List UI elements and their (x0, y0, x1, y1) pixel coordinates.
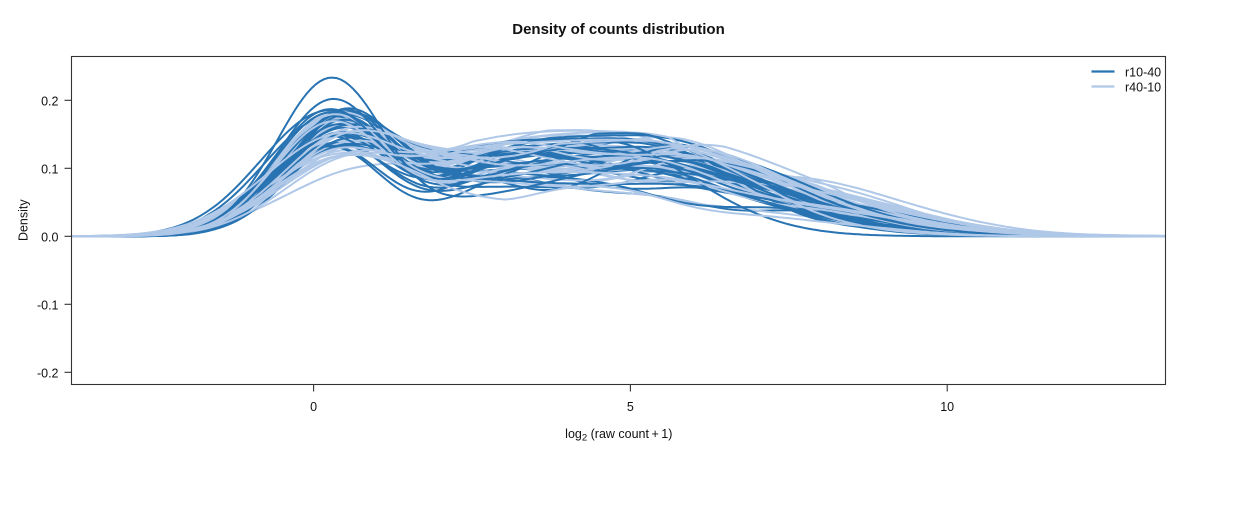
svg-text:0.1: 0.1 (41, 163, 58, 177)
svg-text:0.2: 0.2 (41, 95, 58, 109)
svg-text:Density of counts distribution: Density of counts distribution (512, 21, 725, 38)
svg-text:0.0: 0.0 (41, 231, 58, 245)
svg-text:Density: Density (17, 199, 31, 241)
svg-text:0: 0 (310, 400, 317, 414)
svg-text:r40-10: r40-10 (1125, 80, 1161, 94)
svg-text:-0.2: -0.2 (37, 367, 59, 381)
svg-text:log2 (raw count + 1): log2 (raw count + 1) (565, 427, 672, 444)
svg-text:-0.1: -0.1 (37, 299, 59, 313)
svg-text:10: 10 (940, 400, 954, 414)
svg-text:5: 5 (627, 400, 634, 414)
svg-text:r10-40: r10-40 (1125, 65, 1161, 79)
